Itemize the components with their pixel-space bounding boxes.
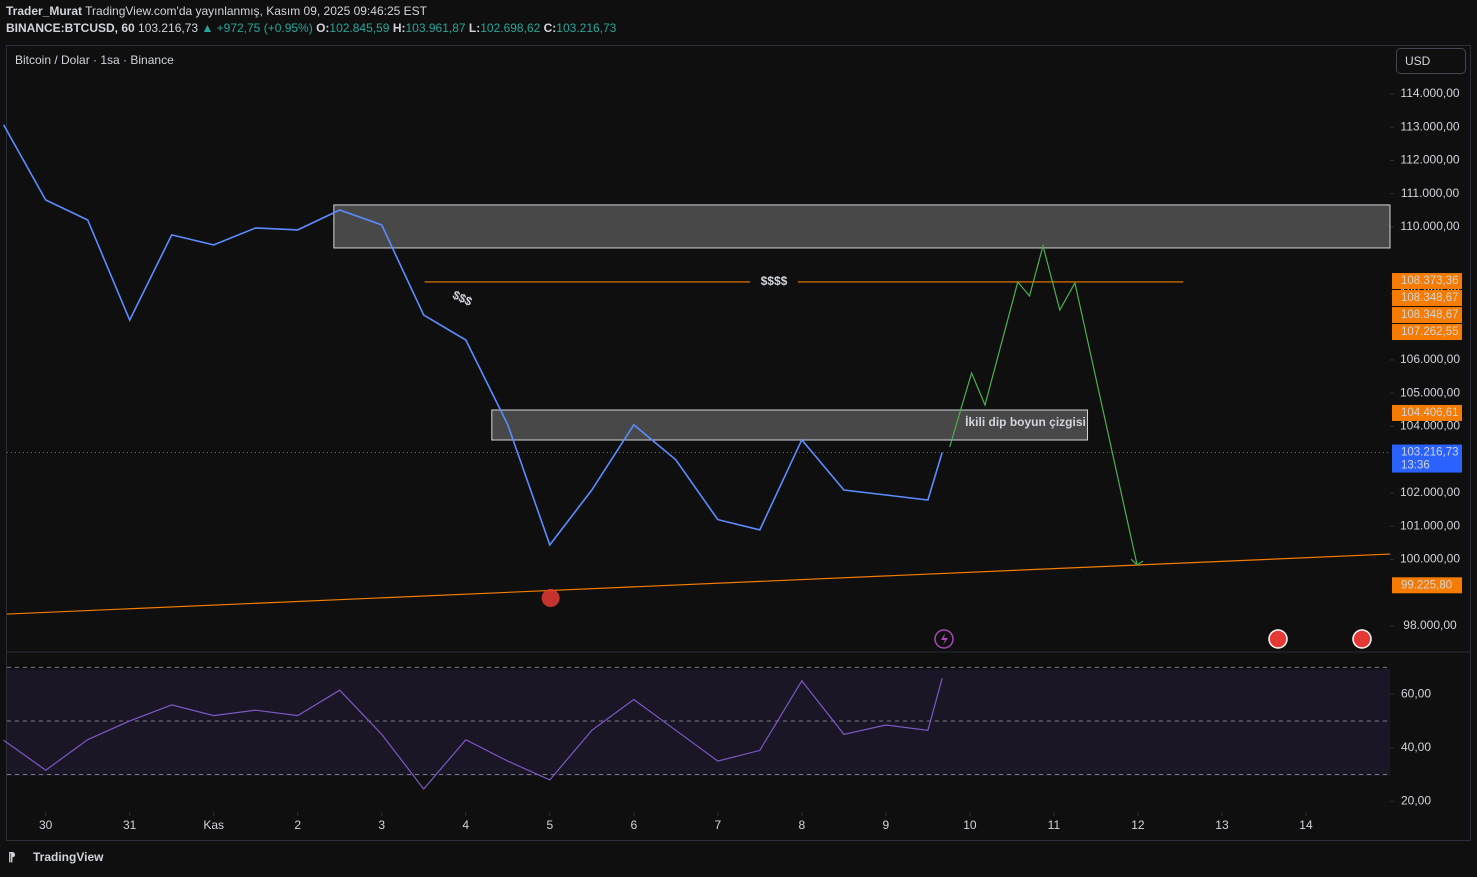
y-tick-label: 40,00 <box>1401 740 1431 754</box>
y-tick-label: 60,00 <box>1401 686 1431 700</box>
y-tick-label: 20,00 <box>1401 793 1431 807</box>
published: TradingView.com'da yayınlanmış, Kasım 09… <box>85 4 427 18</box>
y-tick-label: 104.000,00 <box>1400 419 1460 433</box>
c-label: C: <box>544 21 557 35</box>
price-tag <box>1392 307 1462 324</box>
high: 103.961,87 <box>405 21 465 35</box>
event-bolt <box>941 633 948 645</box>
support-line <box>6 553 1391 615</box>
x-tick-label: 31 <box>123 818 137 832</box>
y-tick-label: 111.000,00 <box>1401 186 1460 200</box>
rsi-line <box>3 677 943 790</box>
symbol: BINANCE:BTCUSD, 60 <box>6 21 135 35</box>
price-tag <box>1392 324 1462 341</box>
zone <box>333 204 1391 249</box>
rsi-band <box>7 669 1390 776</box>
change: ▲ +972,75 (+0.95%) <box>201 21 312 35</box>
open: 102.845,59 <box>329 21 389 35</box>
zone <box>491 409 1089 441</box>
l-label: L: <box>469 21 480 35</box>
x-tick-label: Kas <box>203 818 224 832</box>
event-flag[interactable] <box>1352 629 1372 649</box>
price-tag-label: 108.348,67 <box>1401 309 1459 321</box>
currency-button[interactable] <box>1396 48 1466 74</box>
x-tick-label: 7 <box>714 818 721 832</box>
header-line-2: BINANCE:BTCUSD, 60 103.216,73 ▲ +972,75 … <box>6 21 617 35</box>
author: Trader_Murat <box>6 4 82 18</box>
projection-arrow <box>1130 558 1144 566</box>
liquidity-label: $$$$ <box>761 274 788 288</box>
x-tick-label: 2 <box>294 818 301 832</box>
brand: TradingView <box>33 850 104 864</box>
price-line <box>2 124 943 547</box>
price-tag <box>1392 404 1462 421</box>
x-tick-label: 8 <box>799 818 806 832</box>
close: 103.216,73 <box>556 21 616 35</box>
h-label: H: <box>393 21 406 35</box>
countdown: 13:36 <box>1401 460 1430 472</box>
header-line-1: Trader_Murat TradingView.com'da yayınlan… <box>6 4 428 18</box>
y-tick-label: 105.000,00 <box>1400 385 1460 399</box>
price-tag <box>1392 290 1462 307</box>
x-tick-label: 4 <box>462 818 469 832</box>
y-tick-label: 100.000,00 <box>1400 552 1460 566</box>
price-tag-label: 103.216,73 <box>1401 447 1459 459</box>
currency: USD <box>1405 54 1431 68</box>
y-tick-label: 106.000,00 <box>1400 352 1460 366</box>
x-tick-label: 12 <box>1131 818 1145 832</box>
x-tick-label: 14 <box>1299 818 1313 832</box>
x-tick-label: 3 <box>378 818 385 832</box>
x-tick-label: 10 <box>963 818 977 832</box>
price-tag <box>1392 577 1462 594</box>
x-tick-label: 5 <box>546 818 553 832</box>
neckline-label: İkili dip boyun çizgisi <box>965 414 1086 429</box>
price-tag-label: 108.348,67 <box>1401 292 1459 304</box>
x-tick-label: 13 <box>1215 818 1229 832</box>
y-tick-label: 102.000,00 <box>1400 485 1460 499</box>
y-tick-label: 98.000,00 <box>1403 618 1457 632</box>
y-tick-label: 101.000,00 <box>1400 518 1460 532</box>
y-tick-label: 112.000,00 <box>1400 153 1459 167</box>
x-tick-label: 6 <box>630 818 637 832</box>
price-tag <box>1392 444 1462 473</box>
low-marker <box>541 589 560 608</box>
logo-mark: ⁋ <box>8 850 16 864</box>
price-tag <box>1392 273 1462 290</box>
chart-title: Bitcoin / Dolar · 1sa · Binance <box>15 53 174 67</box>
y-tick-label: 113.000,00 <box>1400 119 1459 133</box>
chart-frame <box>6 45 1471 841</box>
event-icon[interactable] <box>934 629 954 649</box>
y-tick-label: 114.000,00 <box>1400 86 1459 100</box>
last: 103.216,73 <box>138 21 198 35</box>
x-tick-label: 30 <box>39 818 53 832</box>
event-flag[interactable] <box>1268 629 1288 649</box>
x-tick-label: 9 <box>883 818 890 832</box>
low: 102.698,62 <box>480 21 540 35</box>
x-tick-label: 11 <box>1048 818 1061 832</box>
projection-path <box>949 243 1138 566</box>
o-label: O: <box>316 21 329 35</box>
y-tick-label: 110.000,00 <box>1400 219 1459 233</box>
price-tag-label: 99.225,80 <box>1401 579 1452 591</box>
price-tag-label: 107.262,55 <box>1401 326 1459 338</box>
label-bg <box>749 274 798 289</box>
price-tag-label: 104.406,61 <box>1401 407 1459 419</box>
price-tag-label: 108.373,36 <box>1401 275 1459 287</box>
